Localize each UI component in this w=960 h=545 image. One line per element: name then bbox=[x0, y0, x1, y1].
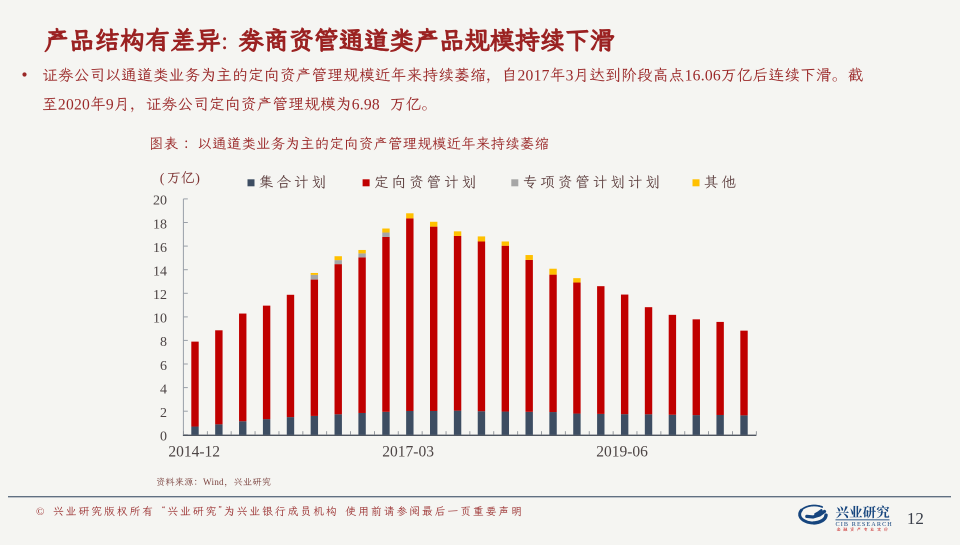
svg-text:6.98: 6.98 bbox=[352, 96, 380, 113]
svg-text:16.06: 16.06 bbox=[685, 67, 721, 84]
svg-text:2014-12: 2014-12 bbox=[168, 443, 220, 460]
svg-text:4: 4 bbox=[160, 382, 167, 397]
svg-text::: : bbox=[221, 28, 228, 55]
svg-text:2017-03: 2017-03 bbox=[382, 443, 434, 460]
svg-text:20: 20 bbox=[153, 194, 167, 209]
svg-text:9: 9 bbox=[106, 96, 114, 113]
svg-text:): ) bbox=[195, 171, 200, 186]
svg-text:3: 3 bbox=[566, 67, 574, 84]
svg-text:10: 10 bbox=[153, 312, 167, 327]
svg-text:18: 18 bbox=[153, 217, 167, 232]
svg-text:0: 0 bbox=[160, 430, 167, 445]
svg-text:Wind: Wind bbox=[203, 477, 224, 487]
svg-text:2017: 2017 bbox=[518, 67, 550, 84]
svg-text:14: 14 bbox=[153, 265, 167, 280]
svg-text:6: 6 bbox=[160, 359, 167, 374]
svg-text:2: 2 bbox=[160, 406, 167, 421]
svg-text:2020: 2020 bbox=[58, 96, 90, 113]
svg-text:(: ( bbox=[160, 171, 165, 186]
svg-text:CIB RESEARCH: CIB RESEARCH bbox=[836, 521, 893, 528]
svg-text:16: 16 bbox=[153, 241, 167, 256]
svg-text:©: © bbox=[36, 506, 46, 518]
svg-text:8: 8 bbox=[160, 335, 167, 350]
svg-text:12: 12 bbox=[153, 288, 167, 303]
svg-text:12: 12 bbox=[907, 509, 924, 528]
svg-text:2019-06: 2019-06 bbox=[596, 443, 648, 460]
